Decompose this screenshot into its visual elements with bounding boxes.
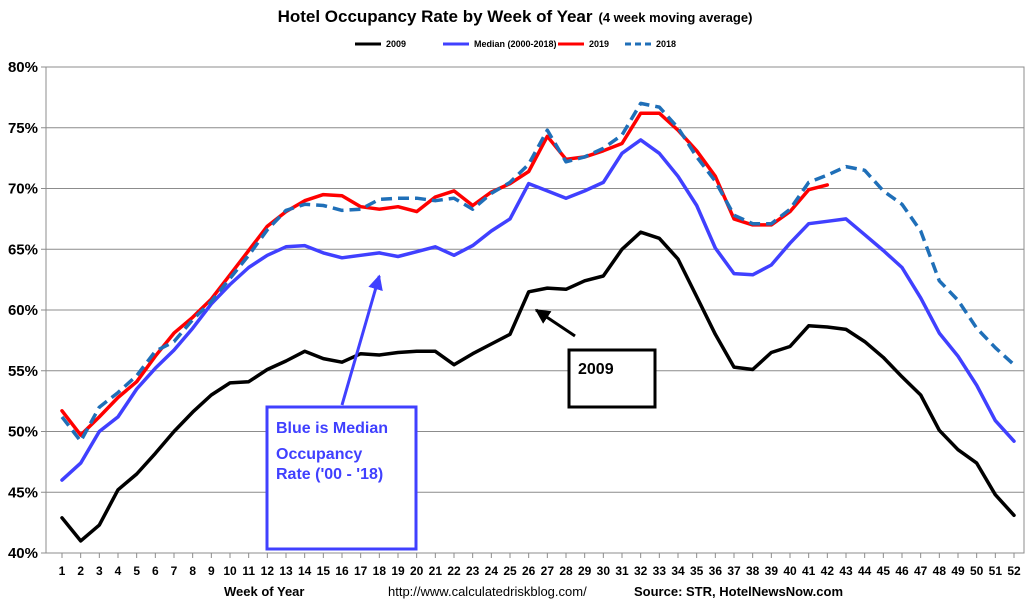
- annotation-blue-box: [265, 405, 418, 551]
- x-tick-label-49: 49: [951, 564, 965, 578]
- x-tick-label-36: 36: [709, 564, 723, 578]
- x-tick-label-47: 47: [914, 564, 928, 578]
- x-tick-label-15: 15: [317, 564, 331, 578]
- x-tick-label-16: 16: [335, 564, 349, 578]
- chart-subtitle: (4 week moving average): [599, 10, 753, 25]
- x-tick-label-5: 5: [133, 564, 140, 578]
- y-tick-label-60: 60%: [8, 302, 38, 319]
- x-tick-label-29: 29: [578, 564, 592, 578]
- x-tick-label-39: 39: [765, 564, 779, 578]
- x-axis: 1 2 3 4 5 6 7 8 9 10 11 12 13 14 15 16 17 18 19 20 21 22 23 24 2…: [59, 553, 1021, 578]
- x-tick-label-50: 50: [970, 564, 984, 578]
- x-tick-label-35: 35: [690, 564, 704, 578]
- x-tick-label-12: 12: [261, 564, 275, 578]
- x-tick-label-37: 37: [727, 564, 741, 578]
- x-tick-label-41: 41: [802, 564, 816, 578]
- legend-label-0: 2009: [386, 39, 406, 49]
- annotation-blue-line-1: Blue is Median: [276, 420, 388, 437]
- x-tick-label-24: 24: [485, 564, 499, 578]
- y-tick-label-65: 65%: [8, 241, 38, 258]
- x-tick-label-25: 25: [503, 564, 517, 578]
- x-tick-label-6: 6: [152, 564, 159, 578]
- x-tick-label-1: 1: [59, 564, 66, 578]
- annotation-2009-box: [567, 348, 657, 409]
- annotation-2009-arrow: [534, 308, 576, 338]
- legend-label-2: 2019: [589, 39, 609, 49]
- series-line-3: [60, 101, 1016, 443]
- series-layer: [60, 101, 1016, 543]
- legend-label-1: Median (2000-2018): [474, 39, 557, 49]
- y-tick-label-70: 70%: [8, 181, 38, 198]
- y-tick-label-40: 40%: [8, 545, 38, 562]
- x-tick-label-17: 17: [354, 564, 368, 578]
- x-tick-label-31: 31: [615, 564, 629, 578]
- x-tick-label-44: 44: [858, 564, 872, 578]
- y-tick-label-50: 50%: [8, 424, 38, 441]
- gridlines: [46, 127, 1024, 493]
- x-tick-label-7: 7: [171, 564, 178, 578]
- x-tick-label-51: 51: [989, 564, 1003, 578]
- x-tick-label-14: 14: [298, 564, 312, 578]
- x-tick-label-40: 40: [783, 564, 797, 578]
- x-tick-label-11: 11: [242, 564, 255, 578]
- annotation-blue-line-3: Rate ('00 - '18): [276, 466, 383, 483]
- x-tick-label-18: 18: [373, 564, 387, 578]
- x-tick-label-52: 52: [1007, 564, 1021, 578]
- x-tick-label-30: 30: [597, 564, 611, 578]
- series-line-0: [60, 230, 1016, 543]
- y-tick-label-80: 80%: [8, 59, 38, 76]
- y-tick-label-45: 45%: [8, 484, 38, 501]
- x-tick-label-10: 10: [223, 564, 237, 578]
- legend: 2009 Median (2000-2018) 2019 2018: [355, 39, 676, 49]
- annotation-blue-median: Blue is Median Occupancy Rate ('00 - '18…: [265, 274, 418, 551]
- footer-source: Source: STR, HotelNewsNow.com: [634, 584, 843, 599]
- x-tick-label-28: 28: [559, 564, 573, 578]
- x-tick-label-20: 20: [410, 564, 424, 578]
- annotation-2009: 2009: [534, 308, 657, 409]
- x-tick-label-23: 23: [466, 564, 480, 578]
- annotation-blue-line-2: Occupancy: [276, 446, 362, 463]
- x-tick-label-2: 2: [77, 564, 84, 578]
- x-tick-label-45: 45: [877, 564, 891, 578]
- x-tick-label-43: 43: [839, 564, 853, 578]
- footer-url: http://www.calculatedriskblog.com/: [388, 584, 587, 599]
- x-tick-label-19: 19: [391, 564, 405, 578]
- x-tick-label-46: 46: [895, 564, 909, 578]
- x-tick-label-13: 13: [279, 564, 293, 578]
- chart-title-main: Hotel Occupancy Rate by Week of Year: [278, 7, 593, 26]
- series-line-2: [60, 111, 830, 437]
- x-tick-label-33: 33: [653, 564, 667, 578]
- x-tick-label-42: 42: [821, 564, 835, 578]
- x-tick-label-32: 32: [634, 564, 648, 578]
- y-tick-label-55: 55%: [8, 363, 38, 380]
- y-tick-label-75: 75%: [8, 120, 38, 137]
- x-tick-label-38: 38: [746, 564, 760, 578]
- x-tick-label-9: 9: [208, 564, 215, 578]
- x-tick-label-22: 22: [447, 564, 461, 578]
- chart-title: Hotel Occupancy Rate by Week of Year (4 w…: [278, 7, 753, 26]
- x-tick-label-34: 34: [671, 564, 685, 578]
- x-tick-label-4: 4: [115, 564, 122, 578]
- x-tick-label-26: 26: [522, 564, 536, 578]
- series-line-1: [60, 138, 1016, 482]
- x-tick-label-21: 21: [429, 564, 443, 578]
- x-axis-label: Week of Year: [224, 584, 304, 599]
- legend-label-3: 2018: [656, 39, 676, 49]
- x-tick-label-3: 3: [96, 564, 103, 578]
- y-axis: 40% 45% 50% 55% 60% 65% 70% 75% 80%: [8, 59, 46, 562]
- x-tick-label-8: 8: [189, 564, 196, 578]
- annotation-2009-label: 2009: [578, 361, 614, 378]
- x-tick-label-48: 48: [933, 564, 947, 578]
- x-tick-label-27: 27: [541, 564, 555, 578]
- annotation-blue-arrow: [340, 274, 383, 406]
